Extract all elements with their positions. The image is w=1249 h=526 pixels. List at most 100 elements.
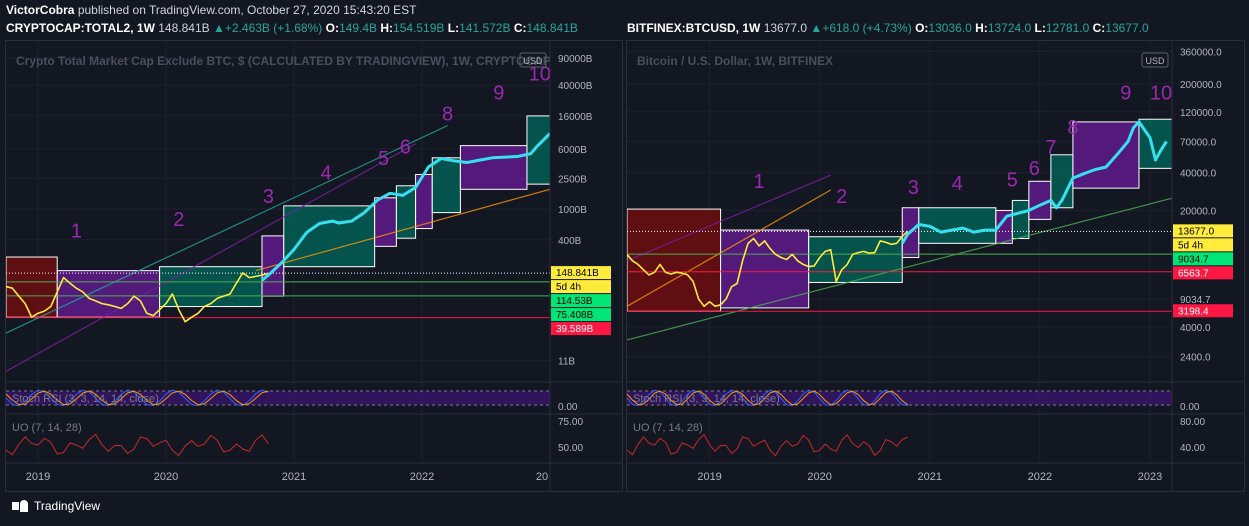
wave-box: [526, 115, 551, 185]
y-tick-label: 16000B: [558, 112, 593, 123]
price-axis-panel: [550, 41, 622, 491]
stoch-rsi-tick: 0.00: [558, 402, 578, 413]
footer: TradingView: [12, 499, 100, 513]
x-tick-label: 2021: [282, 471, 306, 483]
wave-label: 2: [173, 209, 184, 231]
y-tick-label: 200000.0: [1180, 80, 1222, 91]
y-tick-label: 4000.0: [1180, 323, 1211, 334]
wave-box: [56, 270, 161, 318]
wave-label: 2: [836, 186, 847, 208]
stoch-rsi-tick: 0.00: [1180, 402, 1200, 413]
stoch-rsi-k: [6, 389, 269, 407]
x-tick-label: 20: [536, 471, 548, 483]
series-projection: [901, 120, 1168, 245]
wave-box: [918, 207, 997, 244]
publisher-name[interactable]: VictorCobra: [6, 3, 75, 17]
y-tick-label: 400B: [558, 236, 582, 247]
price-label-text: 114.53B: [556, 296, 593, 307]
price-axis-panel: [1172, 41, 1244, 491]
uo-tick: 50.00: [558, 443, 583, 454]
y-tick-label: 6000B: [558, 145, 587, 156]
tradingview-logo-icon[interactable]: [12, 500, 28, 512]
footer-brand[interactable]: TradingView: [34, 499, 101, 513]
wave-box: [1072, 121, 1140, 189]
uo-label: UO (7, 14, 28): [12, 422, 82, 434]
currency-badge: [519, 52, 547, 68]
chart-watermark: Bitcoin / U.S. Dollar, 1W, BITFINEX: [637, 54, 833, 68]
publisher-text: published on TradingView.com, October 27…: [77, 3, 417, 17]
stoch-rsi-label: Stoch RSI (3, 3, 14, 14, close): [12, 393, 159, 405]
wave-label: 6: [1029, 158, 1040, 180]
wave-box: [808, 236, 903, 283]
price-label-tag: [1173, 224, 1233, 238]
symbol-name[interactable]: BITFINEX:BTCUSD, 1W: [627, 21, 761, 35]
stoch-rsi-label: Stoch RSI (3, 3, 14, 14, close): [633, 393, 780, 405]
x-tick-label: 2021: [918, 471, 942, 483]
wave-label: 3: [908, 177, 919, 199]
price-label-text: 39.589B: [556, 324, 594, 335]
x-tick-label: 2023: [1138, 471, 1162, 483]
series-price: [627, 230, 909, 308]
wave-label: 5: [378, 148, 389, 170]
price-label-tag: [551, 322, 611, 336]
trendline: [6, 143, 416, 372]
y-tick-label: 9034.7: [1180, 295, 1211, 306]
stoch-rsi-band: [6, 391, 550, 405]
price-label-text: 13677.0: [1178, 226, 1215, 237]
wave-label: 6: [400, 137, 411, 159]
price-label-tag: [1173, 266, 1233, 280]
wave-label: 3: [263, 186, 274, 208]
wave-label: 4: [320, 163, 331, 185]
chart-total2[interactable]: 1 2 3 4 5 6 8 9 10 Crypto Total Market Cap Exclud…: [5, 40, 623, 492]
uo-label: UO (7, 14, 28): [633, 422, 703, 434]
y-tick-label: 90000B: [558, 54, 593, 65]
wave-box: [1011, 199, 1030, 240]
chart-btcusd[interactable]: 1 2 3 4 5 6 7 8 9 10 Bitcoin / U.S. Dollar, 1W, BI…: [626, 40, 1245, 492]
price-label-tag: [551, 266, 611, 280]
trendline: [6, 125, 448, 334]
trendline: [627, 197, 1173, 341]
symbol-high: 154.519B: [393, 21, 445, 35]
symbol-high: 13724.0: [987, 21, 1032, 35]
price-label-text: 9034.7: [1178, 254, 1209, 265]
price-label-tag: [1173, 304, 1233, 318]
wave-label: 10: [529, 63, 551, 85]
chart-watermark: Crypto Total Market Cap Exclude BTC, $ (…: [16, 54, 551, 68]
symbol-line-2: BITFINEX:BTCUSD, 1W 13677.0 ▲+618.0 (+4.…: [627, 21, 1149, 35]
symbol-close: 148.841B: [526, 21, 578, 35]
price-label-text: 148.841B: [556, 268, 599, 279]
wave-box: [374, 197, 397, 247]
trendline: [627, 189, 831, 307]
series-price: [6, 272, 269, 323]
uo-tick: 80.00: [1180, 417, 1205, 428]
stoch-rsi-d: [6, 390, 269, 406]
symbol-line-1: CRYPTOCAP:TOTAL2, 1W 148.841B ▲+2.463B (…: [6, 21, 578, 35]
stoch-rsi-d: [627, 390, 909, 406]
x-tick-label: 2020: [154, 471, 178, 483]
y-tick-label: 2500B: [558, 174, 587, 185]
x-tick-label: 2019: [26, 471, 50, 483]
price-label-tag: [551, 280, 611, 294]
y-tick-label: 11B: [558, 357, 575, 368]
price-label-text: 6563.7: [1178, 268, 1209, 279]
up-arrow-icon: ▲: [810, 21, 823, 35]
symbol-name[interactable]: CRYPTOCAP:TOTAL2, 1W: [6, 21, 155, 35]
price-label-tag: [551, 294, 611, 308]
symbol-open: 13036.0: [928, 21, 972, 35]
currency-badge-label: USD: [1145, 56, 1165, 66]
y-tick-label: 1000B: [558, 205, 587, 216]
currency-badge-label: USD: [523, 56, 543, 66]
wave-label: 5: [1007, 169, 1018, 191]
symbol-open: 149.4B: [338, 21, 378, 35]
uo-line: [627, 433, 908, 457]
x-tick-label: 2022: [410, 471, 434, 483]
uo-line: [6, 433, 269, 457]
wave-label: 1: [754, 171, 765, 193]
price-label-text: 75.408B: [556, 310, 594, 321]
price-label-text: 5d 4h: [1178, 240, 1203, 251]
price-label-text: 5d 4h: [556, 282, 581, 293]
price-label-tag: [1173, 252, 1233, 266]
wave-label: 8: [1067, 117, 1078, 139]
